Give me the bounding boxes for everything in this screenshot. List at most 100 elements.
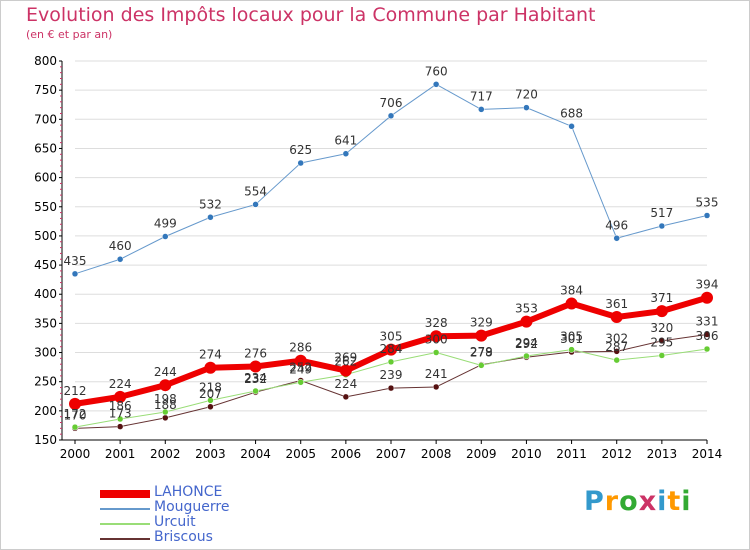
data-point-lahonce [385,343,397,356]
data-label-mouguerre: 460 [109,239,132,253]
data-label-briscous: 173 [109,407,132,421]
data-label-urcuit: 284 [380,342,403,356]
x-tick-label: 2005 [285,447,316,461]
legend-swatch-urcuit [100,523,150,525]
logo-letter: x [638,486,658,517]
x-tick-label: 2009 [466,447,497,461]
x-tick-label: 2002 [150,447,181,461]
data-point-lahonce [69,397,81,410]
data-point-lahonce [655,305,668,318]
data-label-lahonce: 244 [154,365,177,379]
x-tick-label: 2010 [511,447,542,461]
data-label-lahonce: 394 [696,278,719,292]
data-point-lahonce [294,354,307,367]
y-tick-label: 200 [34,404,57,418]
chart-title: Evolution des Impôts locaux pour la Comm… [26,4,596,26]
data-point-mouguerre [613,235,620,242]
data-label-lahonce: 212 [64,384,87,398]
data-label-lahonce: 353 [515,302,538,316]
data-label-lahonce: 274 [199,348,222,362]
data-point-lahonce [204,361,217,374]
data-point-lahonce [610,310,623,323]
x-tick-label: 2014 [692,447,723,461]
y-tick-label: 600 [34,171,57,185]
data-label-mouguerre: 760 [425,64,448,78]
data-label-briscous: 279 [470,345,493,359]
data-label-briscous: 252 [289,361,312,375]
data-point-urcuit [568,346,575,353]
data-point-briscous [342,393,350,401]
data-label-urcuit: 218 [199,380,222,394]
data-label-lahonce: 371 [650,291,673,305]
data-point-urcuit [432,349,440,356]
x-tick-label: 2011 [556,447,587,461]
logo-letter: P [584,486,605,517]
data-point-briscous [703,331,711,338]
data-label-mouguerre: 688 [560,106,583,120]
data-label-urcuit: 249 [289,362,312,376]
x-tick-label: 2001 [105,447,136,461]
data-label-mouguerre: 641 [334,134,357,148]
data-label-briscous: 241 [425,367,448,381]
data-label-lahonce: 305 [380,330,403,344]
data-point-mouguerre [432,81,440,88]
data-label-urcuit: 300 [425,333,448,347]
y-tick-label: 800 [34,54,57,68]
data-label-briscous: 188 [154,398,177,412]
data-point-mouguerre [658,222,666,230]
y-tick-label: 700 [34,112,57,126]
y-tick-label: 350 [34,316,57,330]
data-label-mouguerre: 706 [380,96,403,110]
x-tick-label: 2000 [60,447,91,461]
data-point-briscous [162,414,169,422]
data-point-urcuit [613,356,620,364]
data-label-mouguerre: 625 [289,143,312,157]
data-label-briscous: 170 [64,408,87,422]
x-tick-label: 2003 [195,447,226,461]
data-label-lahonce: 384 [560,284,583,298]
data-point-lahonce [475,329,488,342]
data-label-urcuit: 295 [650,335,673,349]
data-point-briscous [387,384,395,392]
data-point-urcuit [207,397,214,404]
y-tick-label: 300 [34,346,57,360]
logo-letter: r [604,486,620,517]
data-label-mouguerre: 517 [650,206,673,220]
data-point-mouguerre [252,201,259,208]
data-label-mouguerre: 532 [199,197,222,211]
logo-letter: t [667,486,682,517]
data-point-urcuit [162,408,169,416]
data-point-lahonce [520,315,533,328]
data-point-mouguerre [116,255,124,263]
data-point-urcuit [252,387,259,395]
x-tick-label: 2008 [421,447,452,461]
data-label-lahonce: 286 [289,341,312,355]
data-point-mouguerre [387,112,395,120]
legend-swatch-mouguerre [100,508,150,510]
y-tick-label: 750 [34,83,57,97]
data-label-urcuit: 278 [470,345,493,359]
data-label-mouguerre: 496 [605,218,628,232]
legend-label-mouguerre: Mouguerre [154,499,230,515]
data-point-briscous [432,383,440,391]
data-point-urcuit [523,352,530,360]
data-point-urcuit [703,345,711,353]
data-label-urcuit: 306 [696,329,719,343]
data-label-lahonce: 328 [425,316,448,330]
data-label-briscous: 224 [334,377,357,391]
data-point-mouguerre [342,150,350,157]
data-label-urcuit: 186 [109,399,132,413]
data-label-mouguerre: 535 [696,196,719,210]
data-point-mouguerre [162,233,169,240]
logo-letter: o [619,486,639,517]
y-tick-label: 250 [34,375,57,389]
data-label-briscous: 207 [199,387,222,401]
x-tick-label: 2004 [240,447,271,461]
data-label-urcuit: 172 [64,407,87,421]
data-label-briscous: 331 [696,314,719,328]
data-point-urcuit [478,362,485,369]
x-tick-label: 2012 [601,447,632,461]
y-tick-label: 550 [34,200,57,214]
data-label-mouguerre: 717 [470,89,493,103]
